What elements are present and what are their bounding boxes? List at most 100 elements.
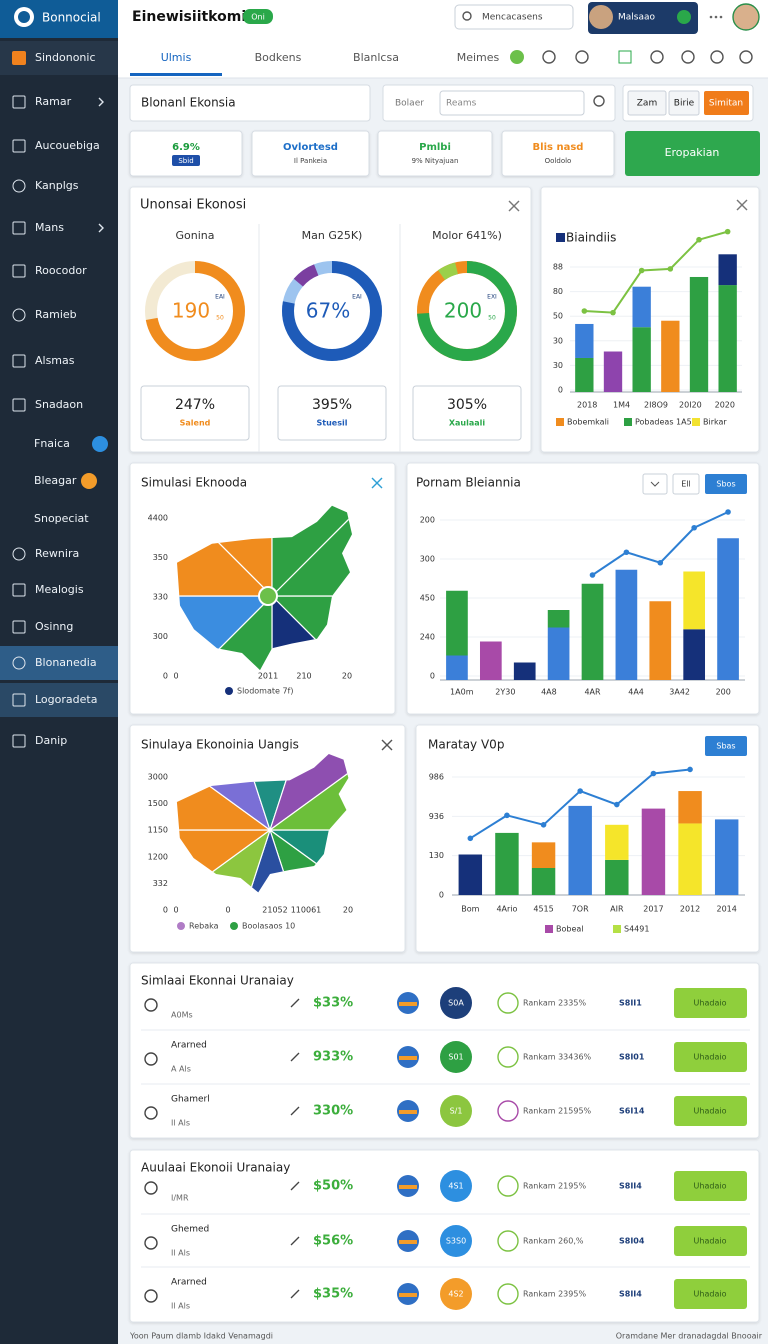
row-button[interactable] — [674, 1279, 747, 1309]
nav-item[interactable]: Kanplgs — [35, 179, 79, 192]
row-value: $35% — [313, 1287, 353, 1302]
row-rank: Rankam 2195% — [523, 1182, 586, 1191]
action-label[interactable]: Eropakian — [665, 146, 720, 159]
row-button[interactable] — [674, 988, 747, 1018]
trend-point — [581, 308, 588, 314]
bar — [717, 538, 739, 680]
query-input[interactable] — [439, 90, 585, 116]
nav-item[interactable]: Snopeciat — [34, 512, 89, 525]
nav-icon — [12, 221, 26, 235]
row-button[interactable] — [674, 1096, 747, 1126]
y-tick-label: 300 — [153, 632, 168, 641]
row-icon — [399, 1110, 417, 1114]
y-tick-label: 936 — [429, 812, 444, 821]
nav-item[interactable]: Ramar — [35, 95, 72, 108]
button[interactable] — [668, 90, 700, 116]
user-box[interactable] — [588, 2, 698, 34]
row-button-label[interactable]: Uhadaio — [694, 1053, 727, 1062]
button-label[interactable]: Ell — [681, 480, 691, 489]
nav-item[interactable]: Osinng — [35, 620, 73, 633]
legend-label: Pobadeas 1A5 — [635, 418, 692, 427]
action-button[interactable] — [625, 131, 760, 176]
nav-item[interactable]: Roocodor — [35, 264, 87, 277]
footer-text: Oramdane Mer dranadagdal Bnooair — [616, 1332, 763, 1341]
nav-item[interactable]: Danip — [35, 734, 67, 747]
row-badge — [440, 1170, 472, 1202]
badge — [81, 473, 97, 489]
nav-icon — [12, 583, 26, 597]
y-tick-label: 0 — [558, 386, 563, 395]
row-name: Ghemed — [171, 1225, 209, 1235]
kpi-label: 9% Nityajuan — [412, 157, 459, 165]
row-button-label[interactable]: Uhadaio — [694, 1182, 727, 1191]
clock-icon — [144, 1106, 158, 1120]
nav-icon — [12, 308, 26, 322]
nav-item[interactable]: Sindononic — [35, 51, 96, 64]
button-label[interactable]: Zam — [637, 99, 657, 109]
x-tick-label: 2017 — [643, 905, 663, 914]
row-button[interactable] — [674, 1226, 747, 1256]
nav-item[interactable]: Snadaon — [35, 398, 83, 411]
nav-item[interactable]: Fnaica — [34, 437, 70, 450]
row-badge — [440, 987, 472, 1019]
button[interactable] — [704, 91, 749, 115]
row-button[interactable] — [674, 1171, 747, 1201]
trend-point — [691, 524, 697, 531]
panel-title: Sinulaya Ekonoinia Uangis — [141, 738, 299, 752]
row-button-label[interactable]: Uhadaio — [694, 1290, 727, 1299]
edit-icon — [290, 1052, 300, 1062]
trend-point — [696, 236, 702, 243]
nav-item[interactable]: Rewnira — [35, 547, 79, 560]
rank-icon — [497, 1175, 519, 1197]
x-tick-label: 4A4 — [628, 688, 644, 697]
legend-label: S4491 — [624, 925, 649, 934]
row-sub: Il Als — [171, 1119, 190, 1128]
button[interactable] — [705, 474, 747, 494]
bar — [495, 832, 519, 895]
button-label[interactable]: Sbas — [716, 742, 735, 751]
filter-field[interactable] — [129, 84, 371, 122]
bar — [531, 842, 556, 868]
nav-item[interactable]: Ramieb — [35, 308, 77, 321]
nav-item[interactable]: Mans — [35, 221, 64, 234]
gauge-badge: EAI — [215, 294, 225, 301]
tab[interactable]: Blanlcsa — [353, 51, 399, 64]
close-icon — [371, 477, 383, 489]
tab[interactable]: Bodkens — [255, 51, 302, 64]
nav-item[interactable]: Alsmas — [35, 354, 75, 367]
nav-item[interactable]: Mealogis — [35, 583, 84, 596]
search-box[interactable] — [454, 4, 574, 30]
gauge-arc — [282, 261, 382, 361]
button-label[interactable]: Birie — [674, 99, 695, 109]
button-label[interactable]: Sbos — [716, 480, 735, 489]
row-sub: A0Ms — [171, 1011, 193, 1020]
nav-item[interactable]: Aucouebiga — [35, 139, 100, 152]
y-tick-label: 1150 — [148, 826, 168, 835]
trend-point — [504, 812, 510, 819]
button[interactable] — [705, 736, 747, 756]
map-region — [270, 505, 352, 597]
button-label[interactable]: Simitan — [709, 99, 743, 109]
row-sub: A Als — [171, 1065, 191, 1074]
row-badge — [440, 1278, 472, 1310]
y-tick-label: 450 — [420, 594, 435, 603]
tab[interactable]: Ulmis — [161, 51, 192, 64]
nav-item[interactable]: Blonanedia — [35, 656, 97, 669]
bar — [531, 868, 556, 895]
row-button-label[interactable]: Uhadaio — [694, 999, 727, 1008]
icon — [575, 50, 589, 64]
row-button-label[interactable]: Uhadaio — [694, 1237, 727, 1246]
icon — [739, 50, 753, 64]
bar — [575, 323, 594, 358]
button[interactable] — [642, 473, 668, 495]
trend-point — [467, 835, 474, 842]
button[interactable] — [627, 90, 667, 116]
tab[interactable]: Meimes — [457, 51, 500, 64]
button[interactable] — [672, 473, 700, 495]
row-button[interactable] — [674, 1042, 747, 1072]
panel-title: Simulasi Eknooda — [141, 476, 247, 490]
row-button-label[interactable]: Uhadaio — [694, 1107, 727, 1116]
nav-item[interactable]: Bleagar — [34, 474, 77, 487]
gauge-arc — [417, 261, 517, 361]
nav-item[interactable]: Logoradeta — [35, 693, 97, 706]
